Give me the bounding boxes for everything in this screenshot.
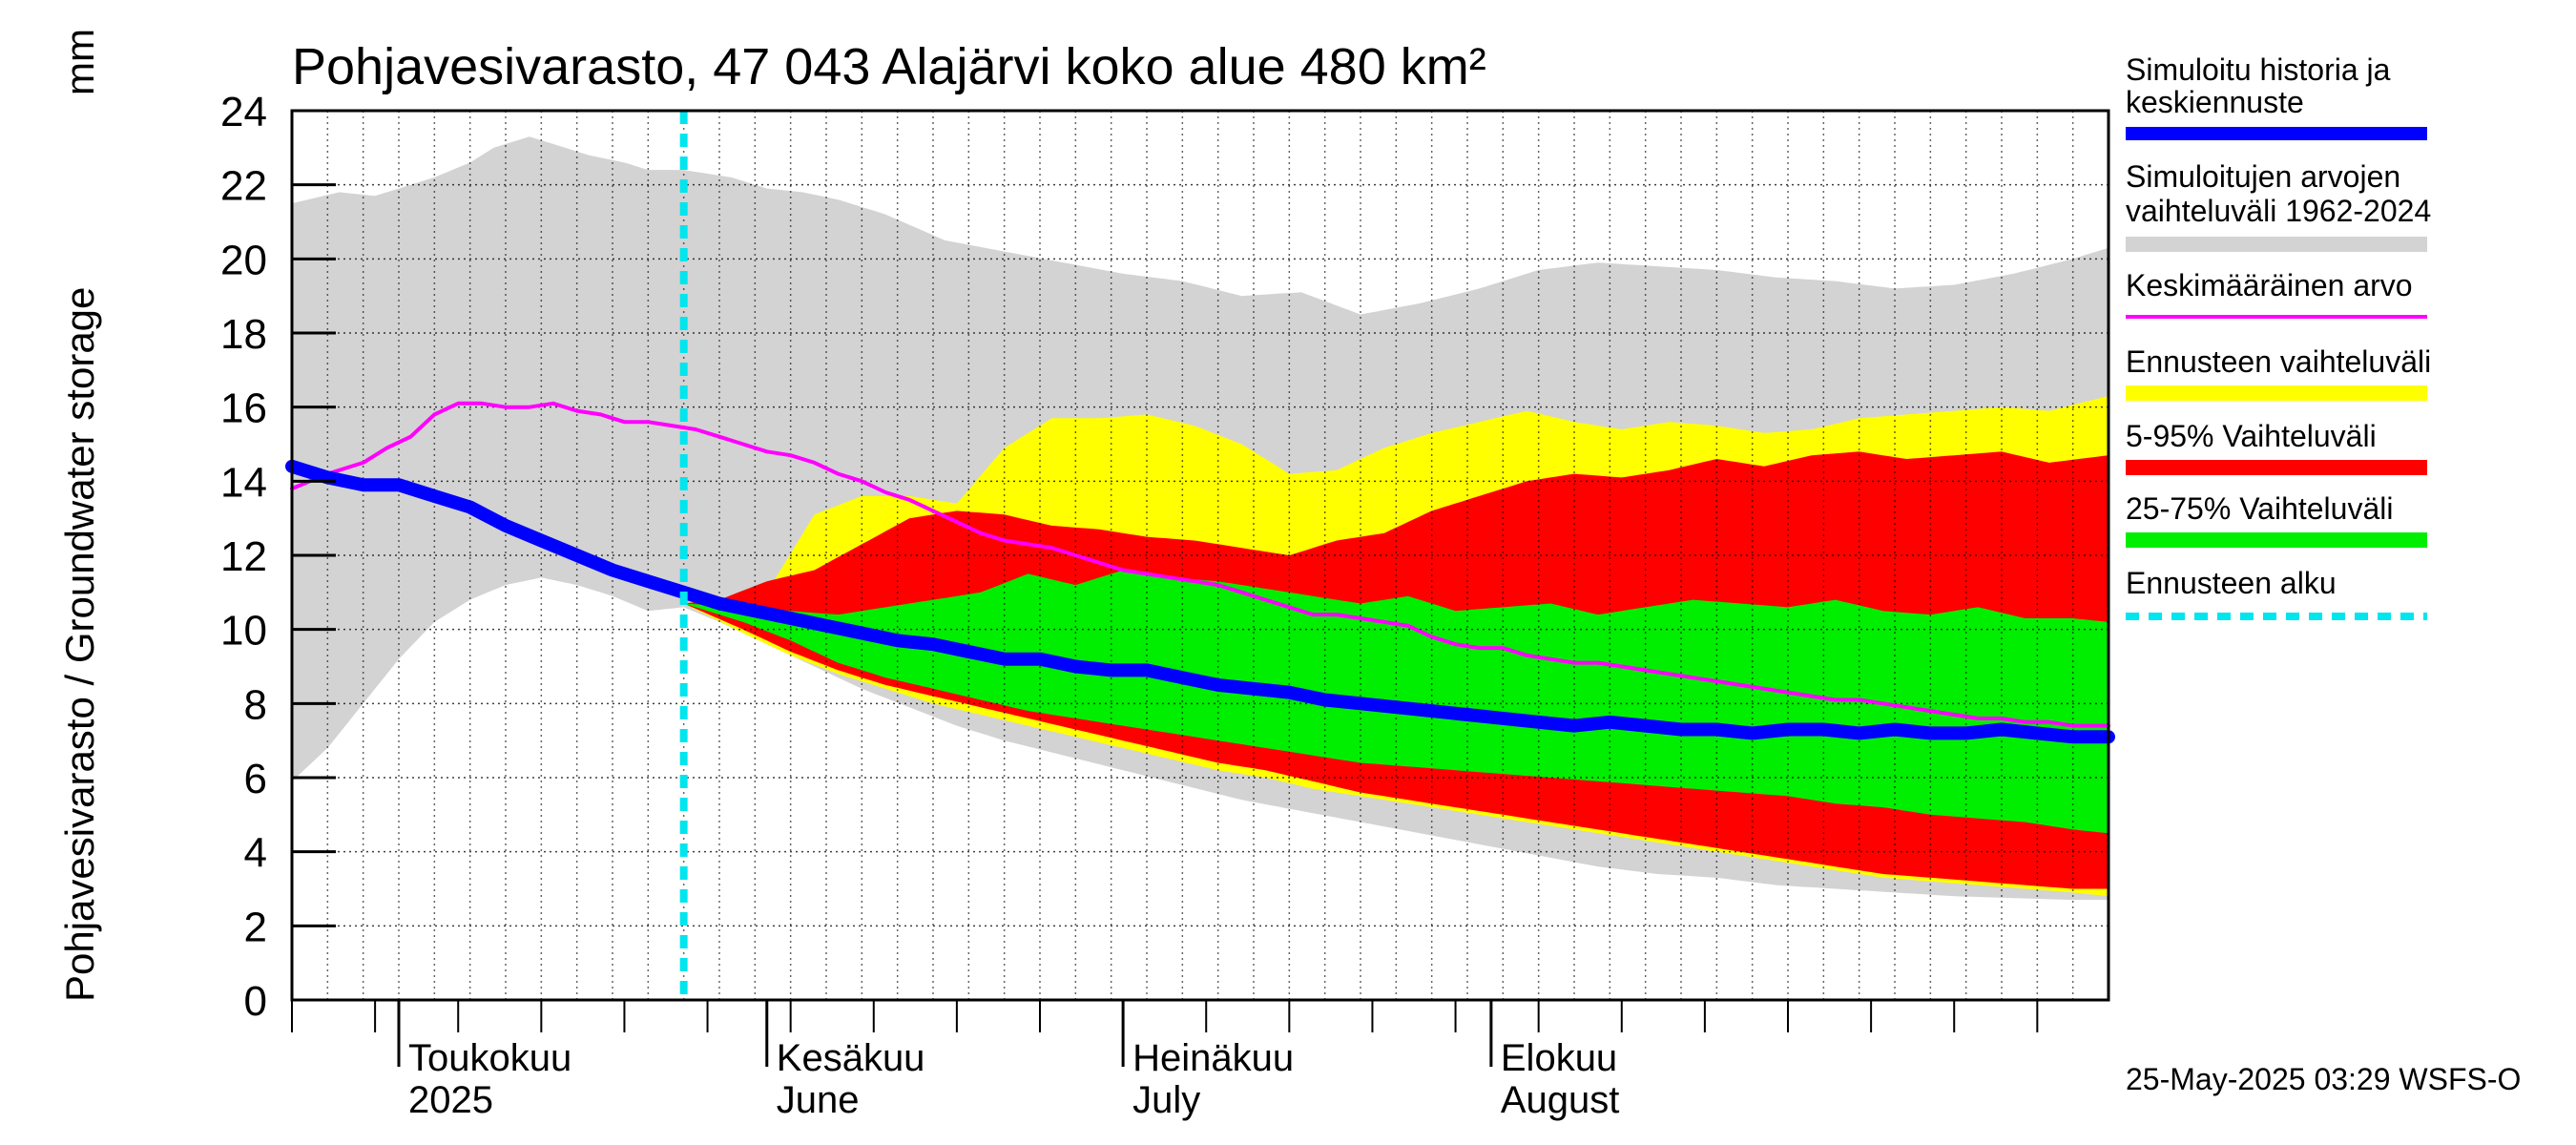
y-tick-label: 12 — [220, 533, 267, 580]
y-tick-label: 8 — [244, 681, 267, 728]
x-month-label-en: 2025 — [408, 1079, 493, 1121]
legend-label: Ennusteen vaihteluväli — [2126, 344, 2431, 379]
y-axis-label: Pohjavesivarasto / Groundwater storage — [57, 287, 102, 1002]
y-tick-label: 2 — [244, 904, 267, 950]
plot-area — [285, 110, 2115, 1001]
x-month-label-en: August — [1501, 1079, 1620, 1121]
mean-line — [290, 401, 2110, 728]
x-month-label: Elokuu — [1501, 1037, 1617, 1079]
y-tick-label: 0 — [244, 978, 267, 1025]
legend-label: vaihteluväli 1962-2024 — [2126, 194, 2431, 228]
legend-label: keskiennuste — [2126, 85, 2304, 119]
y-tick-label: 10 — [220, 608, 267, 655]
legend-label: 25-75% Vaihteluväli — [2126, 491, 2393, 526]
legend-label: Keskimääräinen arvo — [2126, 268, 2413, 302]
y-tick-label: 20 — [220, 237, 267, 283]
timestamp: 25-May-2025 03:29 WSFS-O — [2126, 1062, 2521, 1096]
legend-label: Simuloitu historia ja — [2126, 52, 2391, 87]
x-month-label: Heinäkuu — [1132, 1037, 1294, 1079]
y-axis-unit: mm — [57, 29, 102, 95]
chart-title: Pohjavesivarasto, 47 043 Alajärvi koko a… — [292, 38, 1486, 95]
legend-label: 5-95% Vaihteluväli — [2126, 419, 2377, 453]
x-month-label: Toukokuu — [408, 1037, 571, 1079]
x-month-label-en: June — [777, 1079, 860, 1121]
x-month-label-en: July — [1132, 1079, 1200, 1121]
x-month-label: Kesäkuu — [777, 1037, 925, 1079]
y-tick-label: 4 — [244, 830, 267, 877]
y-tick-label: 16 — [220, 385, 267, 432]
simulation-line — [285, 459, 2115, 744]
y-tick-label: 14 — [220, 459, 267, 506]
y-tick-label: 18 — [220, 311, 267, 358]
axes: 024681012141618202224Toukokuu2025Kesäkuu… — [220, 89, 2110, 1121]
y-tick-label: 22 — [220, 163, 267, 210]
legend-label: Ennusteen alku — [2126, 566, 2337, 600]
y-tick-label: 6 — [244, 756, 267, 802]
y-tick-label: 24 — [220, 89, 267, 135]
legend-label: Simuloitujen arvojen — [2126, 159, 2400, 194]
